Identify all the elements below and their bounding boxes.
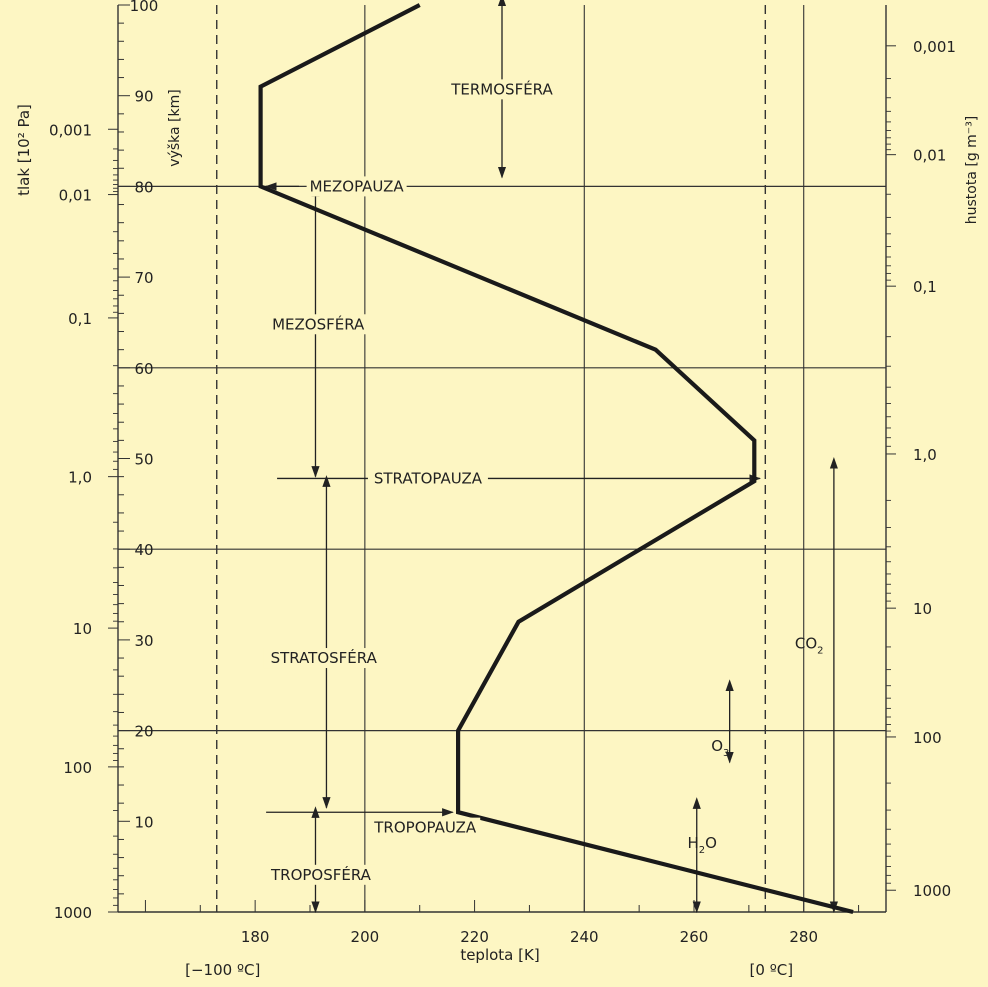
x-tick-label: 280 [789, 928, 818, 946]
x-tick-label: 220 [460, 928, 489, 946]
altitude-tick-label: 40 [134, 541, 153, 559]
x-reference-label: [−100 ºC] [185, 961, 260, 979]
x-tick-label: 200 [351, 928, 380, 946]
axis-labels: 180 200 220 240 260 280[−100 ºC] [0 ºC]teplota… [15, 0, 980, 979]
annotation-label: H2O [687, 834, 716, 856]
pressure-axis-title: tlak [10² Pa] [15, 104, 33, 196]
annotation-label: MEZOSFÉRA [272, 314, 365, 333]
x-axis-title: teplota [K] [460, 946, 539, 964]
annotation-arrows [264, 0, 838, 914]
annotation-label: CO2 [795, 635, 824, 657]
grid-lines [118, 5, 886, 912]
density-tick-label: 1000 [913, 882, 951, 900]
annotation-label: TERMOSFÉRA [450, 79, 553, 98]
annotation-tail: O [705, 834, 717, 852]
pressure-tick-label: 0,01 [59, 187, 92, 205]
label-background [367, 468, 488, 489]
label-background [265, 864, 376, 885]
x-tick-label: 240 [570, 928, 599, 946]
altitude-tick-label: 90 [134, 88, 153, 106]
pressure-tick-label: 10 [73, 620, 92, 638]
annotation-label: TROPOPAUZA [373, 819, 477, 837]
density-tick-label: 0,1 [913, 278, 937, 296]
pressure-tick-label: 0,001 [49, 121, 92, 139]
temperature-profile [258, 3, 854, 915]
annotation-subscript: 2 [817, 646, 823, 657]
pressure-tick-label: 1000 [54, 904, 92, 922]
altitude-tick-label: 100 [130, 0, 159, 15]
altitude-tick-label: 80 [134, 178, 153, 196]
density-tick-label: 100 [913, 729, 942, 747]
pressure-tick-label: 0,1 [68, 310, 92, 328]
density-tick-label: 0,001 [913, 38, 956, 56]
altitude-tick-label: 30 [134, 632, 153, 650]
label-background [370, 817, 481, 838]
label-background [306, 176, 407, 197]
annotation-label: TROPOSFÉRA [270, 865, 372, 884]
annotation-label: MEZOPAUZA [310, 177, 405, 195]
label-background [263, 648, 384, 669]
altitude-tick-label: 70 [134, 269, 153, 287]
x-tick-label: 260 [680, 928, 709, 946]
altitude-tick-label: 50 [134, 451, 153, 469]
annotation-subscript: 3 [723, 748, 729, 759]
annotation-subscript: 2 [699, 845, 705, 856]
pressure-tick-label: 1,0 [68, 469, 92, 487]
x-tick-label: 180 [241, 928, 270, 946]
layer-annotations: TERMOSFÉRA MEZOPAUZA MEZOSFÉRA STRATOPAUZA S… [263, 79, 824, 885]
label-background [268, 314, 369, 335]
density-tick-label: 1,0 [913, 446, 937, 464]
label-background [447, 79, 557, 100]
pressure-tick-label: 100 [63, 759, 92, 777]
annotation-label: STRATOPAUZA [374, 469, 483, 487]
density-tick-label: 10 [913, 600, 932, 618]
altitude-tick-label: 10 [134, 813, 153, 831]
altitude-axis-title: výška [km] [167, 89, 183, 166]
axis-ticks [108, 4, 896, 913]
annotation-label: STRATOSFÉRA [271, 648, 378, 667]
density-axis-title: hustota [g m⁻³] [964, 116, 980, 225]
density-tick-label: 0,01 [913, 147, 946, 165]
temperature-profile-line [258, 3, 854, 915]
altitude-tick-label: 60 [134, 360, 153, 378]
x-reference-label: [0 ºC] [750, 961, 794, 979]
annotation-label: O3 [711, 737, 729, 759]
altitude-tick-label: 20 [134, 723, 153, 741]
